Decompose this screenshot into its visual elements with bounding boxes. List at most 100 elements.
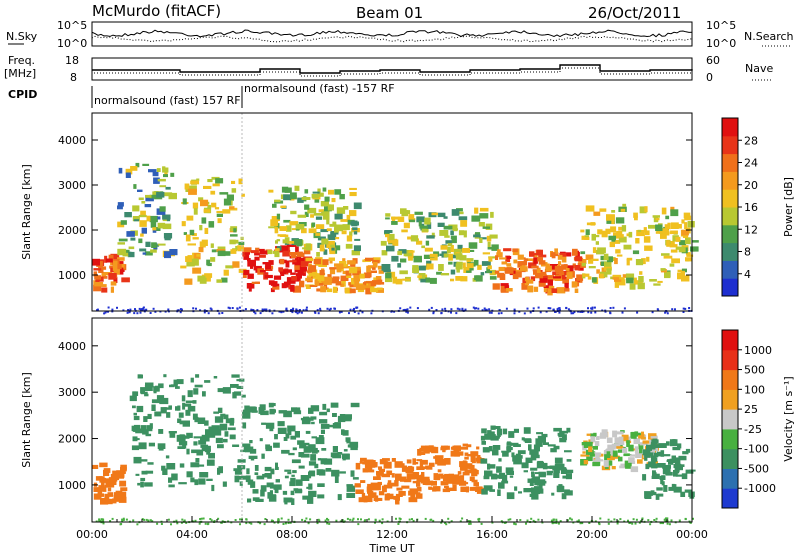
- echo-cell: [502, 285, 510, 290]
- echo-cell: [523, 259, 528, 266]
- echo-cell: [472, 470, 479, 475]
- echo-cell: [421, 472, 425, 477]
- colorbar-tick-label: 12: [744, 223, 758, 236]
- echo-cell: [509, 475, 514, 478]
- echo-cell: [566, 268, 570, 272]
- echo-cell: [373, 277, 378, 283]
- ground-cell: [111, 517, 114, 520]
- echo-cell: [502, 451, 509, 457]
- echo-cell: [117, 257, 125, 261]
- echo-cell: [667, 222, 671, 230]
- echo-cell: [681, 219, 685, 224]
- echo-cell: [685, 448, 691, 453]
- echo-cell: [217, 467, 221, 475]
- ground-cell: [357, 523, 360, 526]
- ground-cell: [577, 519, 580, 522]
- echo-cell: [224, 431, 229, 437]
- echo-cell: [561, 493, 567, 500]
- echo-cell: [301, 228, 307, 234]
- echo-cell: [126, 231, 135, 237]
- echo-cell: [455, 253, 463, 260]
- echo-cell: [117, 242, 125, 245]
- ground-cell: [289, 521, 292, 524]
- ground-cell: [374, 521, 376, 524]
- echo-cell: [445, 240, 452, 244]
- ground-cell: [566, 519, 569, 522]
- ground-cell: [149, 312, 152, 314]
- echo-cell: [267, 250, 273, 255]
- echo-cell: [287, 425, 296, 432]
- echo-cell: [161, 465, 166, 471]
- echo-cell: [546, 471, 553, 476]
- echo-cell: [385, 272, 392, 279]
- echo-cell: [635, 452, 642, 458]
- echo-cell: [616, 446, 624, 449]
- ground-cell: [200, 517, 203, 520]
- echo-cell: [110, 281, 117, 286]
- echo-cell: [481, 261, 491, 266]
- echo-cell: [339, 471, 346, 474]
- echo-cell: [97, 493, 104, 497]
- echo-cell: [420, 474, 425, 482]
- echo-cell: [670, 209, 679, 217]
- echo-cell: [313, 213, 322, 216]
- echo-cell: [145, 382, 154, 388]
- ground-cell: [167, 308, 170, 311]
- echo-cell: [326, 241, 335, 248]
- echo-cell: [317, 275, 325, 282]
- echo-cell: [616, 279, 626, 286]
- echo-cell: [272, 216, 280, 221]
- echo-cell: [453, 224, 458, 232]
- echo-cell: [378, 491, 385, 496]
- echo-cell: [481, 428, 487, 434]
- echo-cell: [320, 423, 330, 429]
- echo-cell: [107, 487, 112, 492]
- ground-cell: [472, 306, 475, 309]
- y-tick-label: 3000: [58, 179, 86, 192]
- echo-cell: [592, 446, 598, 450]
- echo-cell: [140, 481, 144, 488]
- echo-cell: [137, 374, 142, 379]
- echo-cell: [373, 476, 381, 480]
- ground-cell: [231, 307, 234, 309]
- echo-cell: [295, 224, 305, 230]
- ground-cell: [684, 307, 687, 310]
- echo-cell: [93, 284, 102, 292]
- echo-cell: [542, 462, 548, 470]
- echo-cell: [213, 376, 218, 379]
- echo-cell: [538, 281, 546, 287]
- echo-cell: [426, 222, 432, 229]
- echo-cell: [173, 379, 178, 385]
- colorbar-tick-label: 8: [744, 246, 751, 259]
- colorbar-tick-label: -100: [744, 443, 769, 456]
- echo-cell: [270, 494, 276, 499]
- echo-cell: [669, 244, 678, 248]
- echo-cell: [663, 485, 668, 492]
- ground-cell: [529, 311, 532, 314]
- echo-cell: [565, 473, 572, 480]
- echo-cell: [554, 457, 563, 464]
- echo-cell: [429, 277, 437, 284]
- echo-cell: [642, 449, 651, 456]
- echo-cell: [275, 462, 278, 468]
- echo-cell: [254, 252, 260, 256]
- echo-cell: [637, 282, 645, 290]
- echo-cell: [620, 208, 626, 212]
- echo-cell: [133, 415, 140, 421]
- echo-cell: [326, 218, 330, 225]
- echo-cell: [437, 222, 445, 227]
- echo-cell: [169, 384, 175, 388]
- echo-cell: [643, 227, 647, 233]
- echo-cell: [194, 479, 199, 486]
- freq-line: [92, 64, 693, 74]
- ground-cell: [248, 521, 251, 524]
- echo-cell: [377, 287, 383, 290]
- echo-cell: [662, 208, 666, 212]
- echo-cell: [500, 288, 509, 293]
- echo-cell: [419, 459, 428, 465]
- ground-cell: [435, 309, 438, 311]
- ground-cell: [291, 308, 294, 311]
- echo-cell: [273, 442, 280, 448]
- echo-cell: [397, 216, 405, 222]
- y-tick-label: 2000: [58, 433, 86, 446]
